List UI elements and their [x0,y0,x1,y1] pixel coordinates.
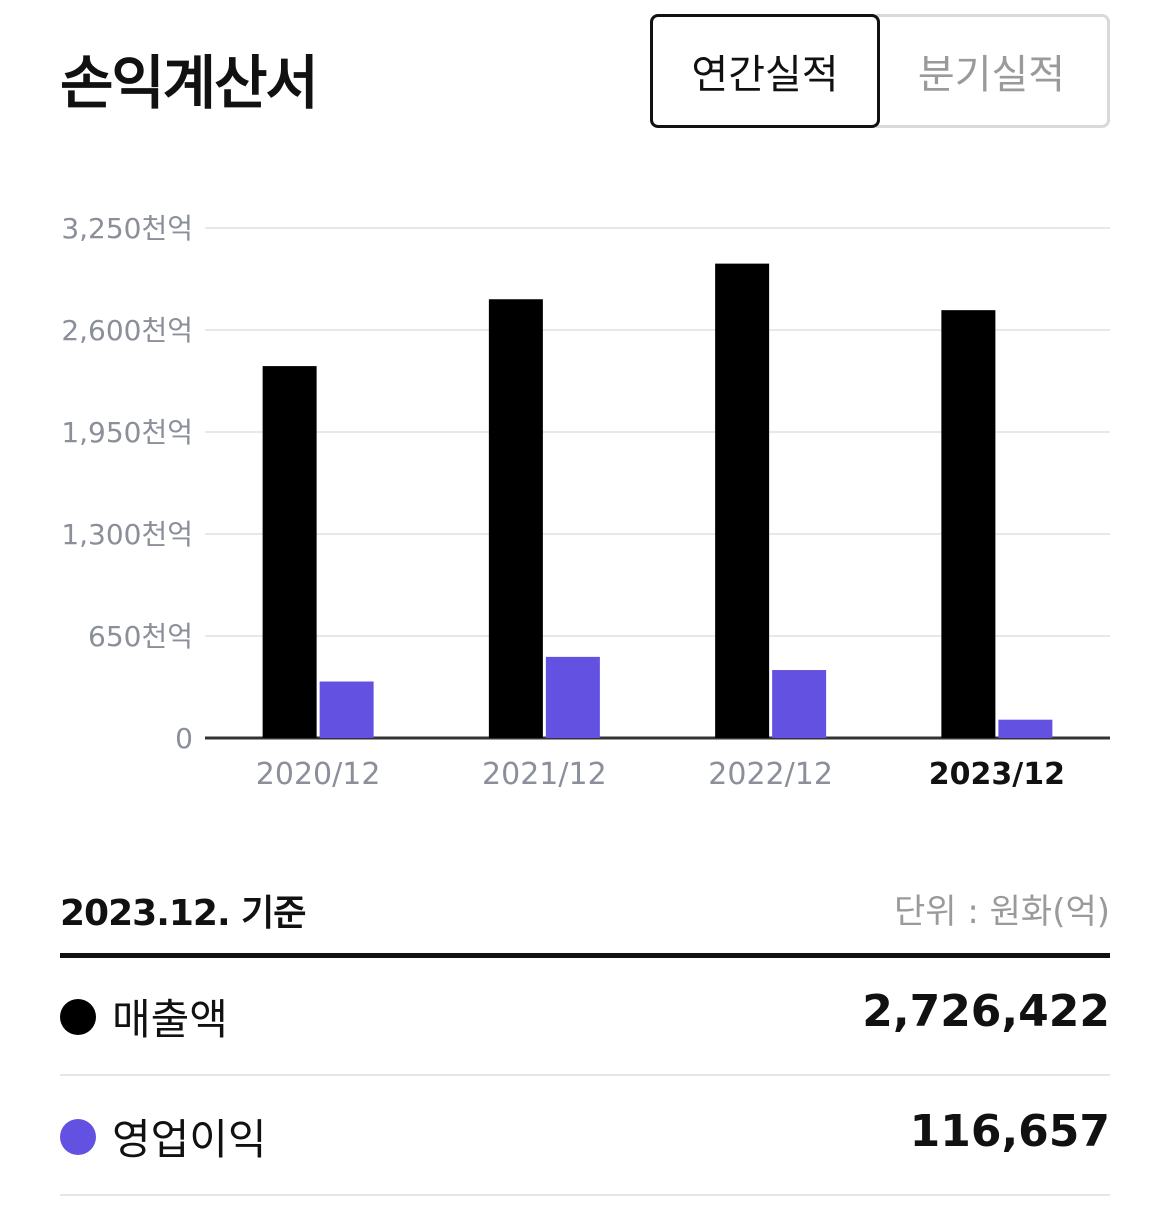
period-toggle: 연간실적 분기실적 [650,14,1110,128]
bar-revenue-2022-12[interactable] [715,263,770,738]
x-tick-label: 2023/12 [929,757,1065,792]
revenue-value: 2,726,422 [862,986,1110,1037]
bar-revenue-2023-12[interactable] [941,310,996,738]
tab-quarterly[interactable]: 분기실적 [876,14,1110,128]
revenue-legend-dot [60,999,96,1035]
tab-annual[interactable]: 연간실적 [650,14,880,128]
x-tick-label: 2020/12 [256,757,381,792]
summary-row-revenue: 매출액 2,726,422 [60,958,1110,1076]
y-tick-label: 650천억 [88,620,193,653]
y-tick-label: 1,300천억 [61,518,193,551]
bar-operating-profit-2020-12[interactable] [319,681,374,738]
bar-operating-profit-2022-12[interactable] [772,670,827,738]
y-tick-label: 0 [175,722,193,755]
page-title: 손익계산서 [60,49,319,117]
income-bar-chart: 0 650천억 1,300천억 1,950천억 2,600천억 3,250천억 2020/1… [61,212,1110,792]
operating-profit-value: 116,657 [909,1106,1110,1157]
unit-label: 단위 : 원화(억) [894,892,1110,932]
as-of-date: 2023.12. 기준 [60,893,306,934]
bar-revenue-2020-12[interactable] [262,366,317,738]
bar-operating-profit-2021-12[interactable] [545,656,600,738]
y-tick-label: 2,600천억 [61,314,193,347]
x-tick-label: 2022/12 [708,757,833,792]
divider [60,953,1110,958]
x-tick-label: 2021/12 [482,757,607,792]
bar-revenue-2021-12[interactable] [488,299,543,738]
y-tick-label: 3,250천억 [61,212,193,245]
summary-row-operating-profit: 영업이익 116,657 [60,1078,1110,1196]
revenue-label: 매출액 [112,995,228,1044]
operating-profit-legend-dot [60,1119,96,1155]
bar-operating-profit-2023-12[interactable] [998,719,1053,738]
operating-profit-label: 영업이익 [112,1115,267,1164]
y-tick-label: 1,950천억 [61,416,193,449]
